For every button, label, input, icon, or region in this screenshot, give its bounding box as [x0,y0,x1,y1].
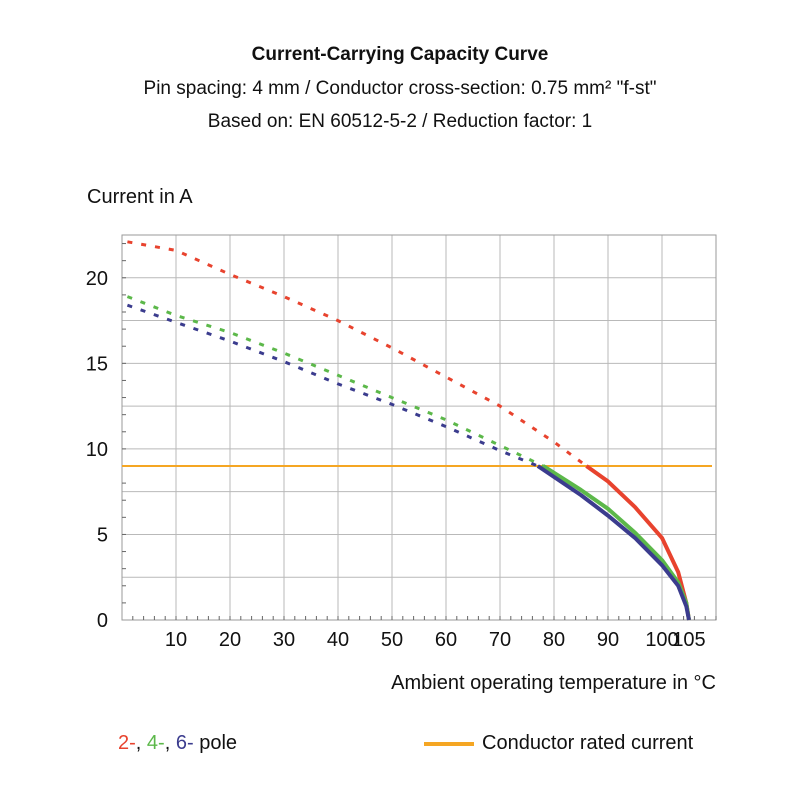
x-tick-label: 40 [327,629,349,651]
legend-rated-swatch [424,741,474,746]
chart-subtitle-spacing: Pin spacing: 4 mm / Conductor cross-sect… [143,78,657,99]
y-tick-label: 0 [97,610,108,632]
y-tick-label: 20 [86,268,108,290]
x-tick-label: 10 [165,629,187,651]
y-tick-label: 15 [86,353,108,375]
legend-sep-1: , [135,732,147,754]
series-6-pole-solid [536,464,691,621]
chart-subtitle-standard: Based on: EN 60512-5-2 / Reduction facto… [207,111,593,132]
series-6-pole-dotted [126,303,539,468]
series-4-pole-dotted [126,295,544,468]
legend-pole-suffix: pole [193,732,238,754]
legend-pole-4: 4- [146,732,165,754]
y-tick-label: 10 [86,439,108,461]
legend-sep-2: , [164,732,176,754]
legend-rated-label: Conductor rated current [482,732,694,754]
x-tick-label: 50 [381,629,403,651]
x-tick-label: 80 [543,629,565,651]
x-tick-label: 60 [435,629,457,651]
x-tick-label: 20 [219,629,241,651]
y-axis-label: Current in A [87,186,193,208]
x-tick-label: 30 [273,629,295,651]
legend-pole-6: 6- [175,732,194,754]
x-tick-label: 90 [597,629,619,651]
x-axis-label: Ambient operating temperature in °C [391,672,716,694]
legend-pole-2: 2- [118,732,136,754]
legend-poles: 2-, 4-, 6- pole [118,732,237,755]
x-tick-label: 105 [672,629,705,651]
x-tick-label: 70 [489,629,511,651]
series-2-pole-dotted [127,240,588,468]
chart-title: Current-Carrying Capacity Curve [251,44,549,65]
y-tick-label: 5 [97,524,108,546]
plot-frame [121,234,717,621]
x-tick-label: 100 [645,629,678,651]
legend-rated-current: Conductor rated current [424,732,693,755]
